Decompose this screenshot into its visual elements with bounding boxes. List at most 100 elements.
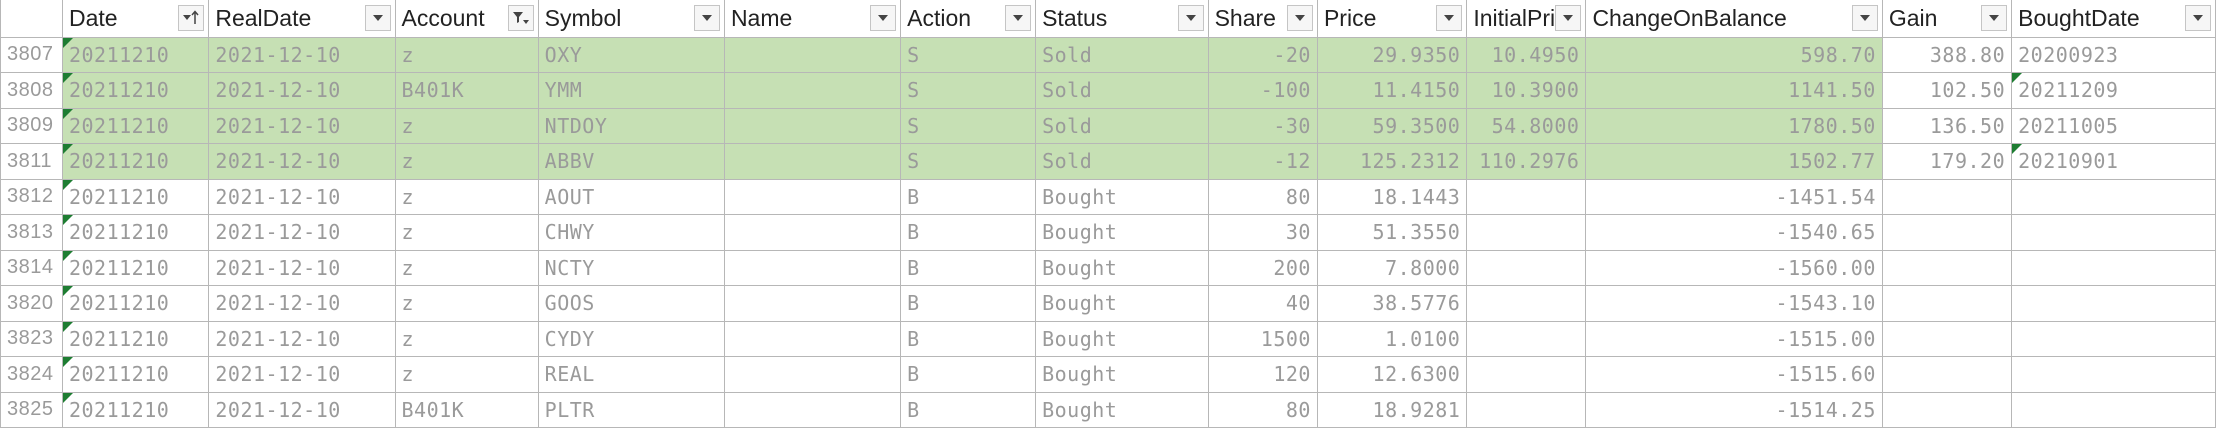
cell-changeonbalance[interactable]: -1451.54 — [1585, 178, 1883, 215]
cell-initialprice[interactable] — [1466, 391, 1587, 428]
cell-boughtdate[interactable] — [2011, 285, 2216, 322]
filter-button-symbol[interactable] — [693, 5, 720, 31]
cell-changeonbalance[interactable]: 598.70 — [1585, 36, 1883, 73]
cell-price[interactable]: 18.1443 — [1316, 178, 1468, 215]
cell-boughtdate[interactable]: 20211005 — [2011, 107, 2216, 144]
column-header-symbol[interactable]: Symbol — [537, 0, 725, 38]
column-header-date[interactable]: Date — [61, 0, 210, 38]
cell-share[interactable]: 1500 — [1207, 320, 1318, 357]
cell-gain[interactable]: 136.50 — [1881, 107, 2013, 144]
cell-action[interactable]: B — [900, 285, 1037, 322]
cell-share[interactable]: 30 — [1207, 214, 1318, 251]
cell-status[interactable]: Bought — [1035, 320, 1209, 357]
cell-price[interactable]: 7.8000 — [1316, 249, 1468, 286]
cell-symbol[interactable]: YMM — [537, 72, 725, 109]
cell-action[interactable]: B — [900, 391, 1037, 428]
cell-initialprice[interactable] — [1466, 285, 1587, 322]
cell-symbol[interactable]: ABBV — [537, 143, 725, 180]
cell-symbol[interactable]: NCTY — [537, 249, 725, 286]
cell-boughtdate[interactable] — [2011, 320, 2216, 357]
cell-name[interactable] — [723, 107, 902, 144]
cell-name[interactable] — [723, 72, 902, 109]
cell-price[interactable]: 29.9350 — [1316, 36, 1468, 73]
cell-date[interactable]: 20211210 — [61, 107, 210, 144]
cell-account[interactable]: B401K — [394, 72, 539, 109]
cell-realdate[interactable]: 2021-12-10 — [208, 356, 396, 393]
filter-button-action[interactable] — [1005, 5, 1032, 31]
cell-changeonbalance[interactable]: -1540.65 — [1585, 214, 1883, 251]
cell-changeonbalance[interactable]: -1560.00 — [1585, 249, 1883, 286]
cell-share[interactable]: 40 — [1207, 285, 1318, 322]
cell-action[interactable]: B — [900, 249, 1037, 286]
filter-button-initialprice[interactable] — [1555, 5, 1582, 31]
cell-name[interactable] — [723, 36, 902, 73]
cell-account[interactable]: z — [394, 320, 539, 357]
cell-action[interactable]: B — [900, 214, 1037, 251]
cell-realdate[interactable]: 2021-12-10 — [208, 320, 396, 357]
row-header[interactable]: 3820 — [0, 285, 63, 322]
row-header[interactable]: 3825 — [0, 391, 63, 428]
row-header[interactable]: 3812 — [0, 178, 63, 215]
cell-initialprice[interactable] — [1466, 320, 1587, 357]
cell-changeonbalance[interactable]: -1514.25 — [1585, 391, 1883, 428]
cell-boughtdate[interactable] — [2011, 356, 2216, 393]
cell-status[interactable]: Sold — [1035, 36, 1209, 73]
column-header-gain[interactable]: Gain — [1881, 0, 2013, 38]
cell-status[interactable]: Sold — [1035, 143, 1209, 180]
cell-symbol[interactable]: REAL — [537, 356, 725, 393]
cell-date[interactable]: 20211210 — [61, 178, 210, 215]
cell-boughtdate[interactable]: 20211209 — [2011, 72, 2216, 109]
cell-gain[interactable]: 388.80 — [1881, 36, 2013, 73]
row-header[interactable]: 3824 — [0, 356, 63, 393]
cell-initialprice[interactable] — [1466, 249, 1587, 286]
cell-status[interactable]: Bought — [1035, 391, 1209, 428]
cell-status[interactable]: Bought — [1035, 178, 1209, 215]
cell-boughtdate[interactable]: 20200923 — [2011, 36, 2216, 73]
cell-symbol[interactable]: OXY — [537, 36, 725, 73]
filter-button-changeonbalance[interactable] — [1851, 5, 1878, 31]
cell-realdate[interactable]: 2021-12-10 — [208, 143, 396, 180]
cell-gain[interactable]: 179.20 — [1881, 143, 2013, 180]
cell-action[interactable]: S — [900, 36, 1037, 73]
filter-button-share[interactable] — [1286, 5, 1313, 31]
filter-button-date[interactable] — [178, 5, 205, 31]
cell-initialprice[interactable]: 110.2976 — [1466, 143, 1587, 180]
cell-action[interactable]: S — [900, 72, 1037, 109]
cell-status[interactable]: Bought — [1035, 285, 1209, 322]
cell-gain[interactable] — [1881, 249, 2013, 286]
cell-realdate[interactable]: 2021-12-10 — [208, 391, 396, 428]
cell-gain[interactable] — [1881, 178, 2013, 215]
cell-boughtdate[interactable] — [2011, 178, 2216, 215]
column-header-account[interactable]: Account — [394, 0, 539, 38]
cell-status[interactable]: Bought — [1035, 214, 1209, 251]
cell-symbol[interactable]: PLTR — [537, 391, 725, 428]
cell-share[interactable]: 120 — [1207, 356, 1318, 393]
filter-button-name[interactable] — [870, 5, 897, 31]
row-header[interactable]: 3808 — [0, 72, 63, 109]
filter-button-status[interactable] — [1177, 5, 1204, 31]
cell-account[interactable]: z — [394, 214, 539, 251]
filter-button-account[interactable] — [507, 5, 534, 31]
cell-share[interactable]: -20 — [1207, 36, 1318, 73]
cell-realdate[interactable]: 2021-12-10 — [208, 107, 396, 144]
cell-share[interactable]: 80 — [1207, 178, 1318, 215]
filter-button-boughtdate[interactable] — [2185, 5, 2211, 31]
cell-symbol[interactable]: CYDY — [537, 320, 725, 357]
cell-action[interactable]: B — [900, 320, 1037, 357]
cell-action[interactable]: S — [900, 107, 1037, 144]
cell-changeonbalance[interactable]: -1515.60 — [1585, 356, 1883, 393]
cell-price[interactable]: 38.5776 — [1316, 285, 1468, 322]
cell-account[interactable]: z — [394, 178, 539, 215]
cell-gain[interactable]: 102.50 — [1881, 72, 2013, 109]
cell-gain[interactable] — [1881, 391, 2013, 428]
cell-initialprice[interactable]: 10.4950 — [1466, 36, 1587, 73]
column-header-boughtdate[interactable]: BoughtDate — [2011, 0, 2216, 38]
cell-price[interactable]: 125.2312 — [1316, 143, 1468, 180]
cell-initialprice[interactable]: 10.3900 — [1466, 72, 1587, 109]
cell-status[interactable]: Bought — [1035, 249, 1209, 286]
cell-action[interactable]: B — [900, 178, 1037, 215]
cell-gain[interactable] — [1881, 285, 2013, 322]
cell-price[interactable]: 51.3550 — [1316, 214, 1468, 251]
cell-price[interactable]: 11.4150 — [1316, 72, 1468, 109]
cell-share[interactable]: 80 — [1207, 391, 1318, 428]
